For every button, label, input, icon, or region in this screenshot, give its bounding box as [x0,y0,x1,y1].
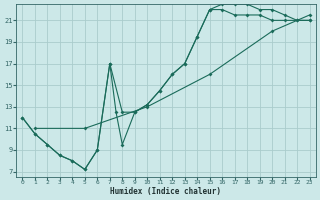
X-axis label: Humidex (Indice chaleur): Humidex (Indice chaleur) [110,187,221,196]
